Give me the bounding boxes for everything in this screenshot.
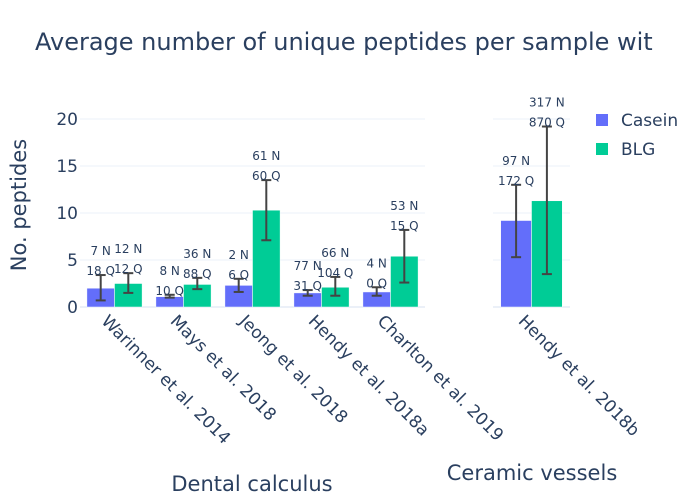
bar-labels: 7 N 18 Q 12 N 12 Q 8 N 10 Q 36 N 88 Q 2 N 6 Q 61 N… bbox=[86, 96, 565, 298]
y-tick-label: 5 bbox=[67, 251, 78, 271]
y-tick-label: 15 bbox=[56, 157, 78, 177]
y-tick-label: 10 bbox=[56, 204, 78, 224]
bar-label-n: 53 N bbox=[390, 199, 418, 213]
bar-label-n: 66 N bbox=[321, 246, 349, 260]
x-axis-title-ceramic-vessels: Ceramic vessels bbox=[447, 461, 618, 485]
x-tick-label: Warinner et al. 2014 bbox=[97, 311, 234, 448]
chart-title: Average number of unique peptides per sa… bbox=[35, 28, 653, 56]
bar-label-q: 870 Q bbox=[529, 116, 565, 130]
bar-label-n: 97 N bbox=[502, 154, 530, 168]
bar-label-n: 36 N bbox=[183, 247, 211, 261]
y-tick-label: 0 bbox=[67, 298, 78, 318]
bar-label-q: 12 Q bbox=[114, 262, 143, 276]
y-axis-ticks: 0 5 10 15 20 bbox=[56, 110, 78, 318]
bar-label-n: 317 N bbox=[529, 96, 565, 110]
bar-label-n: 7 N bbox=[90, 244, 110, 258]
legend-swatch-blg bbox=[596, 143, 608, 155]
y-axis-title: No. peptides bbox=[7, 139, 31, 271]
bar-label-q: 18 Q bbox=[86, 264, 115, 278]
bar-label-n: 12 N bbox=[114, 242, 142, 256]
legend-label-casein: Casein bbox=[621, 111, 678, 131]
bar-label-q: 104 Q bbox=[317, 266, 353, 280]
legend-label-blg: BLG bbox=[621, 140, 655, 160]
y-tick-label: 20 bbox=[56, 110, 78, 130]
legend: Casein BLG bbox=[596, 111, 678, 160]
bar-label-q: 60 Q bbox=[252, 169, 281, 183]
x-tick-label: Hendy et al. 2018b bbox=[514, 311, 643, 440]
bar-label-q: 0 Q bbox=[366, 276, 387, 290]
bar-label-q: 6 Q bbox=[228, 268, 249, 282]
bar-label-n: 4 N bbox=[366, 256, 386, 270]
x-axis-title-dental-calculus: Dental calculus bbox=[171, 472, 332, 496]
bar-label-q: 10 Q bbox=[155, 284, 184, 298]
bar-label-q: 15 Q bbox=[390, 219, 419, 233]
legend-swatch-casein bbox=[596, 114, 608, 126]
x-tick-label: Hendy et al. 2018a bbox=[304, 311, 433, 440]
bar-label-n: 61 N bbox=[252, 149, 280, 163]
bar-label-n: 77 N bbox=[294, 259, 322, 273]
error-bars bbox=[95, 125, 552, 302]
bar-label-n: 8 N bbox=[159, 264, 179, 278]
bar-label-q: 172 Q bbox=[498, 174, 534, 188]
bar-label-q: 31 Q bbox=[293, 279, 322, 293]
bar-label-n: 2 N bbox=[228, 248, 248, 262]
bar-label-q: 88 Q bbox=[183, 267, 212, 281]
x-tick-label: Charlton et al. 2019 bbox=[373, 311, 507, 445]
